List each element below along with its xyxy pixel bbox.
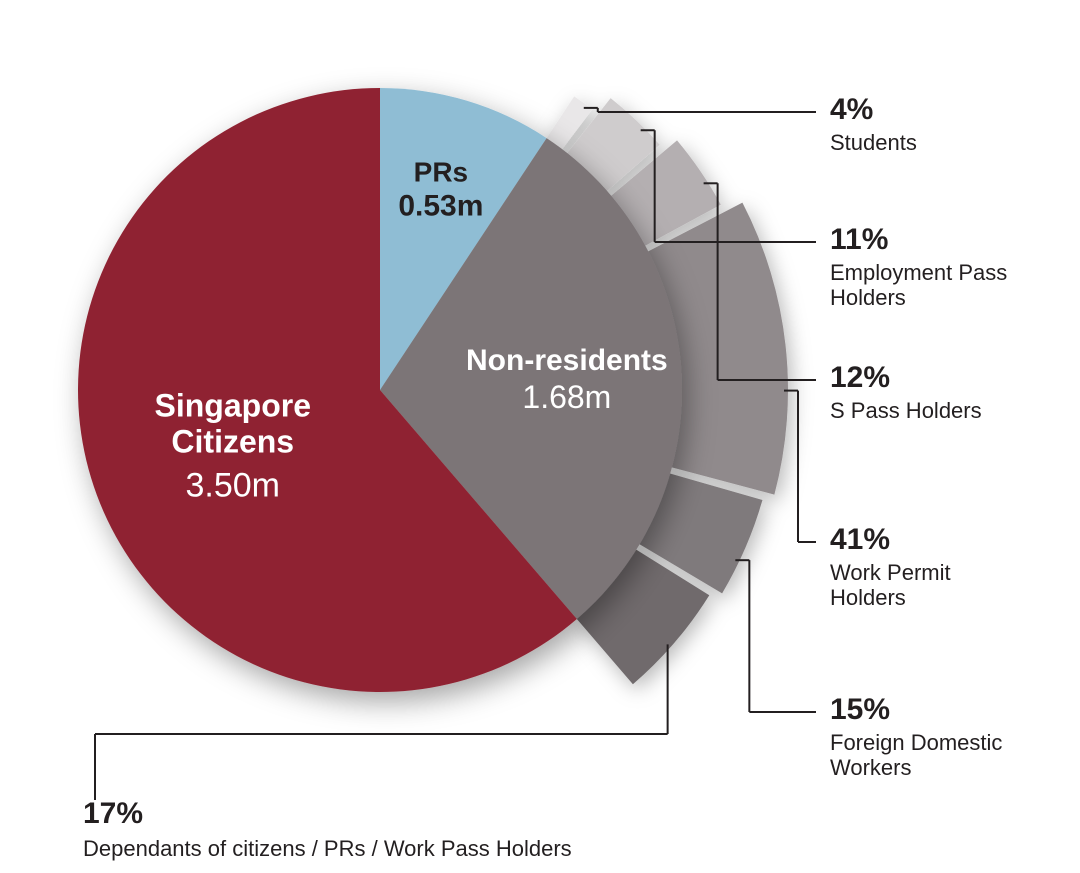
callout-spass-pct: 12% [830, 362, 982, 394]
label-nonres-title: Non-residents [466, 344, 668, 377]
callout-spass-desc: S Pass Holders [830, 398, 982, 423]
callout-fdw-desc: Foreign DomesticWorkers [830, 730, 1002, 781]
callout-students-pct: 4% [830, 94, 917, 126]
label-prs-value: 0.53m [398, 190, 483, 223]
callout-students: 4% Students [830, 94, 917, 155]
callout-ep-pct: 11% [830, 224, 1007, 256]
callout-fdw-pct: 15% [830, 694, 1002, 726]
callout-dependants-desc: Dependants of citizens / PRs / Work Pass… [83, 836, 572, 861]
label-citizens-title2: Citizens [171, 424, 294, 460]
label-prs-title: PRs [414, 157, 468, 188]
chart-stage: SingaporeCitizens 3.50m PRs0.53m Non-reside… [0, 0, 1080, 873]
callout-workpermit-pct: 41% [830, 524, 951, 556]
callout-dependants: 17% Dependants of citizens / PRs / Work … [83, 798, 572, 861]
label-citizens-value: 3.50m [186, 467, 281, 505]
callout-workpermit-desc: Work PermitHolders [830, 560, 951, 611]
label-citizens-title1: Singapore [155, 388, 311, 424]
callout-ep: 11% Employment PassHolders [830, 224, 1007, 310]
callout-workpermit: 41% Work PermitHolders [830, 524, 951, 610]
callout-dependants-pct: 17% [83, 798, 572, 830]
callout-students-desc: Students [830, 130, 917, 155]
label-nonres-value: 1.68m [522, 379, 611, 415]
callout-ep-desc: Employment PassHolders [830, 260, 1007, 311]
callout-spass: 12% S Pass Holders [830, 362, 982, 423]
callout-fdw: 15% Foreign DomesticWorkers [830, 694, 1002, 780]
